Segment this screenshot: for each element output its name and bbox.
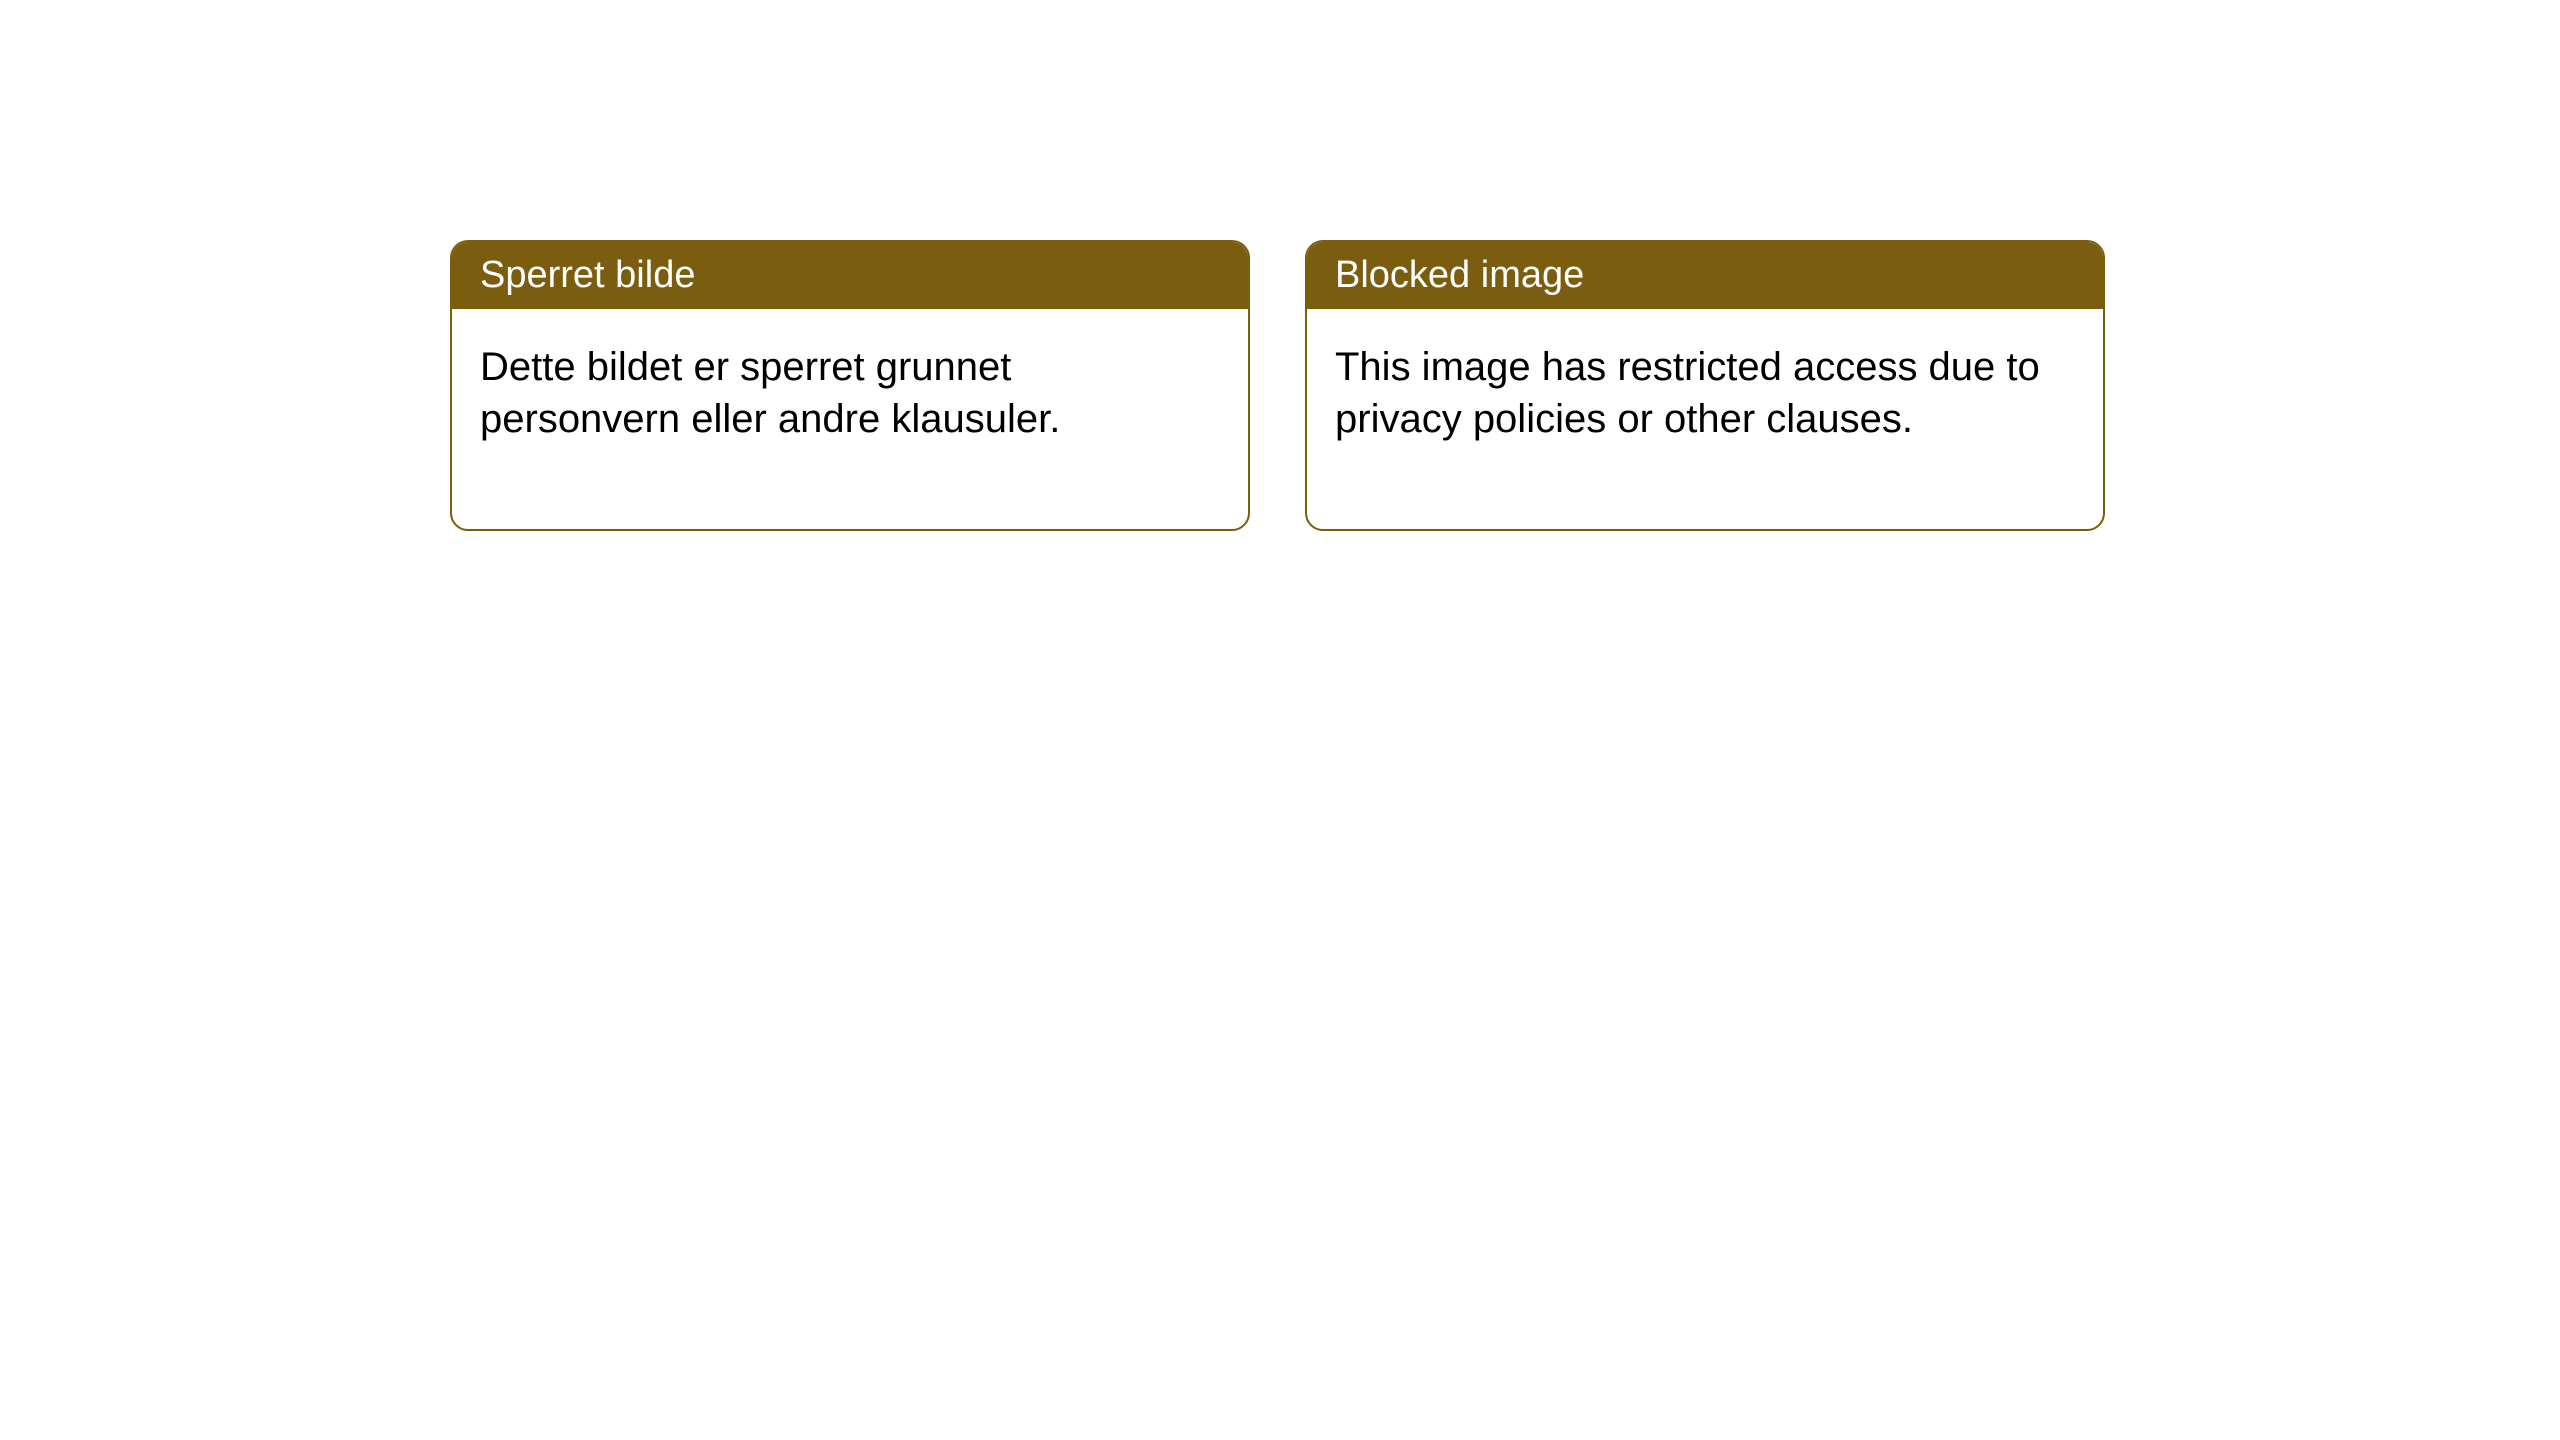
card-title: Blocked image (1335, 254, 1584, 296)
card-title: Sperret bilde (480, 254, 695, 296)
card-body: This image has restricted access due to … (1307, 309, 2103, 529)
card-header: Sperret bilde (452, 242, 1248, 309)
card-body: Dette bildet er sperret grunnet personve… (452, 309, 1248, 529)
notice-card-english: Blocked image This image has restricted … (1305, 240, 2105, 531)
card-header: Blocked image (1307, 242, 2103, 309)
card-body-text: Dette bildet er sperret grunnet personve… (480, 345, 1060, 441)
card-body-text: This image has restricted access due to … (1335, 345, 2040, 441)
notice-cards-container: Sperret bilde Dette bildet er sperret gr… (450, 240, 2560, 531)
notice-card-norwegian: Sperret bilde Dette bildet er sperret gr… (450, 240, 1250, 531)
